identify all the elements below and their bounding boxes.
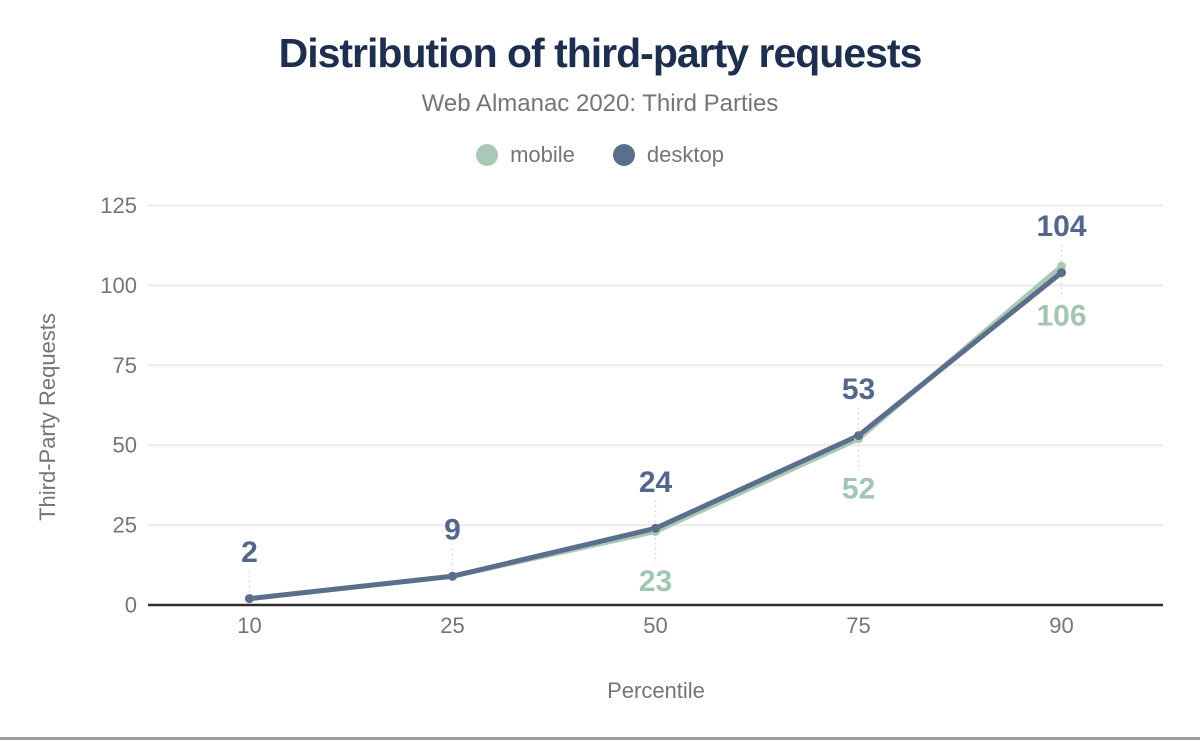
- legend-item-desktop: desktop: [612, 142, 724, 168]
- desktop-data-label: 104: [1036, 210, 1086, 243]
- desktop-data-point: [651, 523, 660, 533]
- desktop-data-point: [854, 431, 863, 441]
- mobile-data-point: [1057, 261, 1066, 271]
- bottom-divider: [0, 737, 1200, 740]
- x-axis-title: Percentile: [607, 678, 705, 703]
- x-tick-label: 25: [440, 613, 464, 638]
- desktop-legend-dot-icon: [612, 144, 635, 166]
- y-tick-label: 75: [113, 353, 137, 378]
- desktop-data-label: 2: [241, 536, 258, 569]
- desktop-data-label: 24: [639, 466, 673, 499]
- legend-label: desktop: [646, 142, 724, 167]
- y-tick-label: 100: [100, 273, 137, 298]
- x-tick-label: 10: [237, 613, 261, 638]
- desktop-data-point: [448, 571, 457, 581]
- mobile-legend-dot-icon: [476, 144, 499, 166]
- desktop-data-point: [1057, 268, 1066, 278]
- mobile-data-label: 52: [842, 472, 875, 505]
- y-tick-label: 0: [125, 593, 137, 618]
- desktop-data-label: 9: [444, 514, 461, 547]
- chart-header: Distribution of third-party requests Web…: [0, 0, 1200, 168]
- desktop-line-series: [247, 270, 1064, 602]
- mobile-data-label: 23: [639, 565, 672, 598]
- chart-subtitle: Web Almanac 2020: Third Parties: [421, 90, 779, 117]
- legend: mobile desktop: [0, 142, 1200, 168]
- desktop-data-point: [245, 594, 254, 604]
- legend-label: mobile: [510, 142, 575, 167]
- mobile-data-label: 106: [1036, 300, 1086, 333]
- y-tick-label: 25: [113, 513, 137, 538]
- x-tick-label: 50: [643, 613, 667, 638]
- x-tick-label: 75: [846, 613, 870, 638]
- chart-title: Distribution of third-party requests: [278, 30, 923, 76]
- x-tick-label: 90: [1049, 613, 1073, 638]
- legend-item-mobile: mobile: [476, 142, 575, 168]
- desktop-data-label: 53: [842, 373, 875, 406]
- y-tick-label: 50: [113, 433, 137, 458]
- y-tick-label: 125: [100, 193, 137, 218]
